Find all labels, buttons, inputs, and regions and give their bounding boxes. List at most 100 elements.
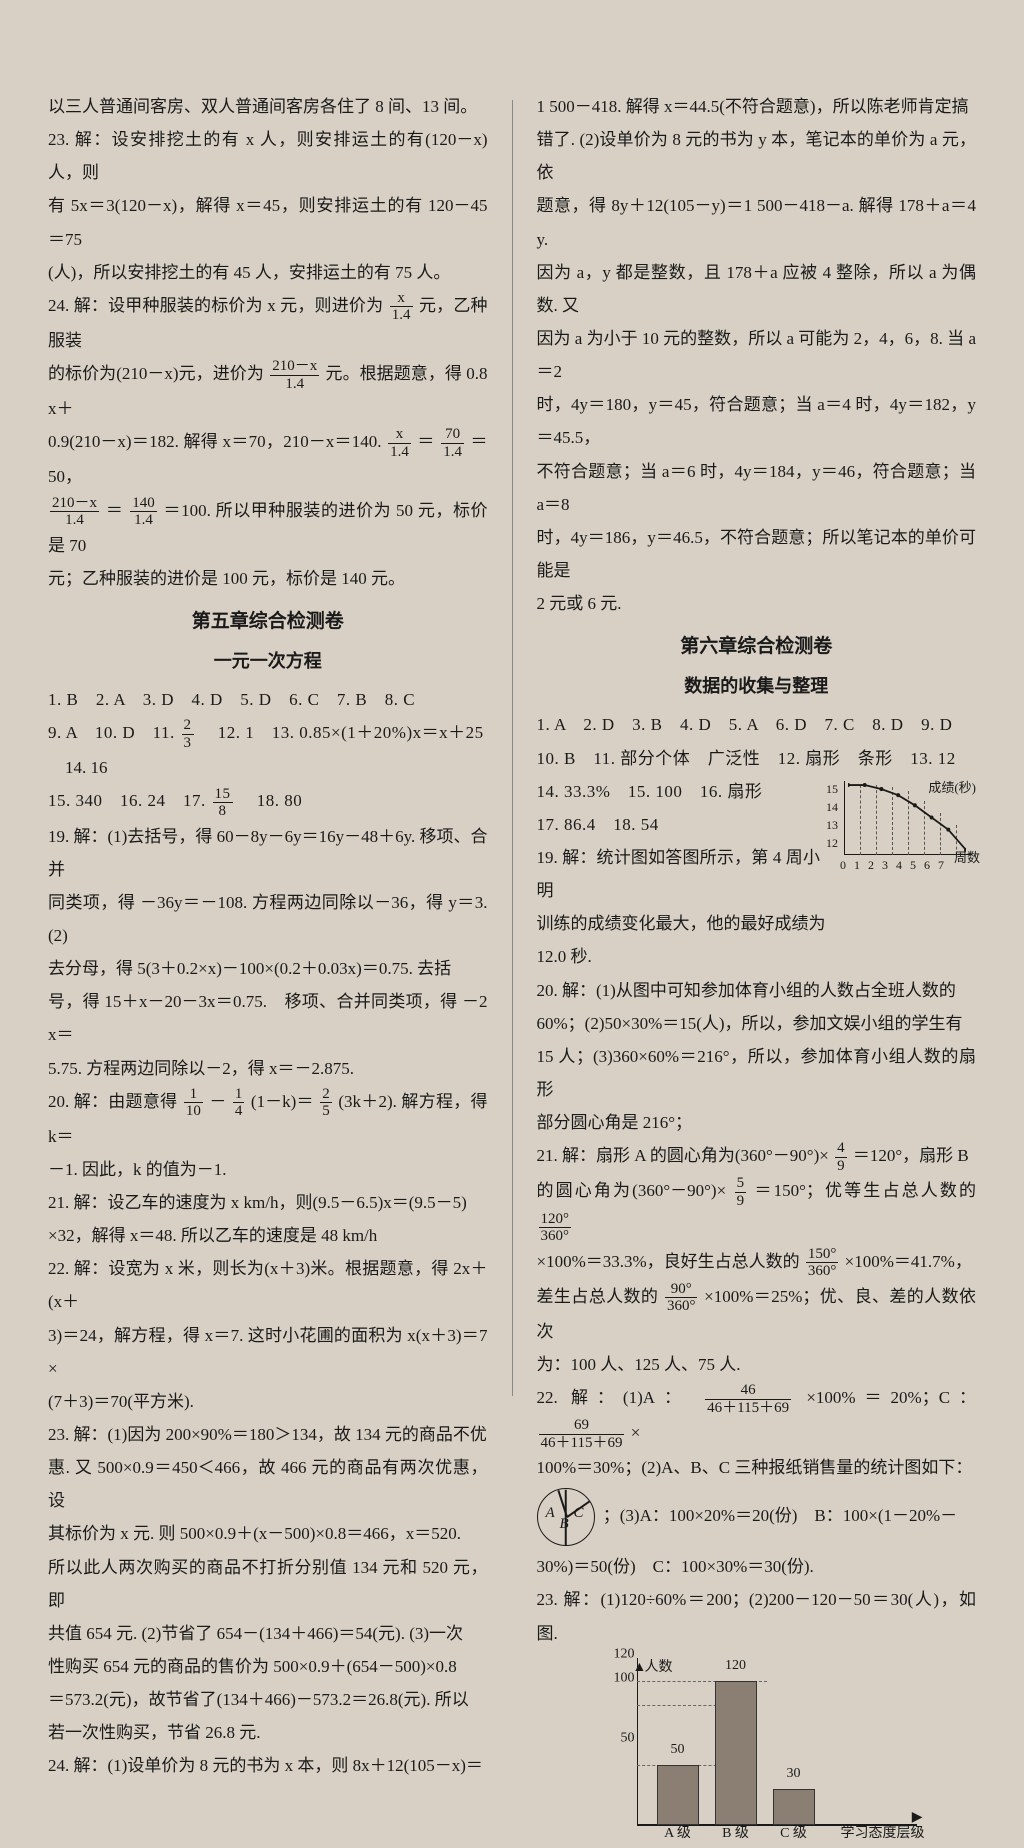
pie-label: A [546, 1499, 555, 1528]
text-line: 12.0 秒. [537, 940, 977, 973]
xtick: 5 [910, 859, 916, 871]
fraction: 59 [735, 1175, 747, 1209]
text: ×100%＝33.3%，良好生占总人数的 [537, 1252, 800, 1271]
left-column: 以三人普通间客房、双人普通间客房各住了 8 间、13 间。 23. 解：设安排挖… [48, 90, 488, 1396]
answer-line: 14. 16 [48, 751, 488, 784]
chapter-title: 第五章综合检测卷 [48, 603, 488, 640]
text-line: 惠. 又 500×0.9＝450＜466，故 466 元的商品有两次优惠，设 [48, 1451, 488, 1517]
text-line: 24. 解：(1)设单价为 8 元的书为 x 本，则 8x＋12(105－x)＝ [48, 1749, 488, 1782]
text-line: 因为 a 为小于 10 元的整数，所以 a 可能为 2，4，6，8. 当 a＝2 [537, 322, 977, 388]
text: 22. 解：(1)A： [537, 1388, 690, 1407]
xtick: 1 [854, 859, 860, 871]
text-line: ×32，解得 x＝48. 所以乙车的速度是 48 km/h [48, 1219, 488, 1252]
text: 9. A 10. D 11. [48, 723, 175, 742]
text: 的圆心角为(360°－90°)× [537, 1181, 727, 1200]
text-line: 同类项，得 －36y＝－108. 方程两边同除以－36，得 y＝3. (2) [48, 886, 488, 952]
line-chart: 成绩(秒) 15 14 13 12 0 1 2 3 4 5 6 7 [826, 777, 976, 869]
fraction: x1.4 [388, 426, 411, 460]
chart-xtitle: 学习态度层级 [841, 1820, 925, 1847]
right-column: 1 500－418. 解得 x＝44.5(不符合题意)，所以陈老师肯定搞 错了.… [537, 90, 977, 1396]
text-line: 以三人普通间客房、双人普通间客房各住了 8 间、13 间。 [48, 90, 488, 123]
xtick: 4 [896, 859, 902, 871]
text: 差生占总人数的 [537, 1287, 659, 1306]
text-line: 30%)＝50(份) C：100×30%＝30(份). [537, 1550, 977, 1583]
text-line: 的圆心角为(360°－90°)× 59 ＝150°；优等生占总人数的 120°3… [537, 1174, 977, 1244]
text: 24. 解：设甲种服装的标价为 x 元，则进价为 [48, 296, 383, 315]
ytick: 15 [826, 783, 838, 795]
answer-line: 15. 340 16. 24 17. 158 18. 80 [48, 784, 488, 819]
fraction: 49 [835, 1140, 847, 1174]
bar-value-label: 30 [773, 1760, 815, 1787]
text-line: 不符合题意；当 a＝6 时，4y＝184，y＝46，符合题意；当 a＝8 [537, 455, 977, 521]
pie-label: B [560, 1510, 569, 1539]
text-line: 22. 解：(1)A： 4646＋115＋69 ×100%＝20%；C： 694… [537, 1381, 977, 1451]
answer-line: 10. B 11. 部分个体 广泛性 12. 扇形 条形 13. 12 [537, 742, 977, 775]
y-axis [844, 781, 845, 855]
text: 15. 340 16. 24 17. [48, 791, 206, 810]
fraction: 4646＋115＋69 [705, 1382, 791, 1416]
fraction: 110 [184, 1086, 203, 1120]
bar [657, 1765, 699, 1825]
text-line: (人)，所以安排挖土的有 45 人，安排运土的有 75 人。 [48, 256, 488, 289]
text-line: 性购买 654 元的商品的售价为 500×0.9＋(654－500)×0.8 [48, 1650, 488, 1683]
text-line: 22. 解：设宽为 x 米，则长为(x＋3)米。根据题意，得 2x＋(x＋ [48, 1252, 488, 1318]
text-line: 23. 解：(1)120÷60%＝200；(2)200－120－50＝30(人)… [537, 1583, 977, 1649]
text-line: 5.75. 方程两边同除以－2，得 x＝－2.875. [48, 1052, 488, 1085]
text: (1－k)＝ [251, 1092, 314, 1111]
text-line: 1 500－418. 解得 x＝44.5(不符合题意)，所以陈老师肯定搞 [537, 90, 977, 123]
xtick: 3 [882, 859, 888, 871]
text: 18. 80 [239, 791, 302, 810]
pie-label: C [573, 1499, 583, 1528]
text-line: －1. 因此，k 的值为－1. [48, 1153, 488, 1186]
text-line: 15 人；(3)360×60%＝216°，所以，参加体育小组人数的扇形 [537, 1040, 977, 1106]
chapter-title: 第六章综合检测卷 [537, 628, 977, 665]
chart-xlabel: 周数 [954, 845, 980, 870]
text-line: 所以此人两次购买的商品不打折分别值 134 元和 520 元，即 [48, 1551, 488, 1617]
text-line: 题意，得 8y＋12(105－y)＝1 500－418－a. 解得 178＋a＝… [537, 189, 977, 255]
fraction: 158 [213, 786, 233, 820]
fraction: 90°360° [665, 1281, 698, 1315]
ytick: 120 [614, 1641, 635, 1668]
xtick: 0 [840, 859, 846, 871]
fraction: 25 [320, 1086, 332, 1120]
bar [715, 1681, 757, 1825]
answer-line: 1. A 2. D 3. B 4. D 5. A 6. D 7. C 8. D … [537, 708, 977, 741]
text: ＝100. 所以甲种服装的进价为 50 元，标价是 70 [48, 501, 488, 555]
text-line: 差生占总人数的 90°360° ×100%＝25%；优、良、差的人数依次 [537, 1280, 977, 1348]
text-line: 0.9(210－x)＝182. 解得 x＝70，210－x＝140. x1.4 … [48, 425, 488, 493]
chapter-subtitle: 一元一次方程 [48, 644, 488, 679]
text: 20. 解：由题意得 [48, 1092, 177, 1111]
text-line: 210－x1.4 ＝ 1401.4 ＝100. 所以甲种服装的进价为 50 元，… [48, 494, 488, 562]
text: ；(3)A：100×20%＝20(份) B：100×(1－20%－ [603, 1506, 957, 1525]
bar-chart: ▲ 人数 ▶ 50100120 50A 级120B 级30C 级 学习态度层级 [597, 1658, 917, 1848]
column-divider [512, 100, 513, 1396]
text-line: 20. 解：由题意得 110 － 14 (1－k)＝ 25 (3k＋2). 解方… [48, 1085, 488, 1153]
bar-value-label: 120 [715, 1652, 757, 1679]
text-line: 3)＝24，解方程，得 x＝7. 这时小花圃的面积为 x(x＋3)＝7× [48, 1319, 488, 1385]
y-axis [637, 1658, 639, 1826]
xtick: 2 [868, 859, 874, 871]
text-line: 时，4y＝186，y＝46.5，不符合题意；所以笔记本的单价可能是 [537, 521, 977, 587]
text-line: 号，得 15＋x－20－3x＝0.75. 移项、合并同类项，得 －2x＝ [48, 985, 488, 1051]
answer-line: 9. A 10. D 11. 23 12. 1 13. 0.85×(1＋20%)… [48, 716, 488, 751]
text: ×100%＝41.7%， [845, 1252, 972, 1271]
text-line: 元；乙种服装的进价是 100 元，标价是 140 元。 [48, 562, 488, 595]
fraction: 150°360° [806, 1246, 839, 1280]
text: × [631, 1423, 641, 1442]
fraction: 210－x1.4 [270, 358, 319, 392]
text: ＝120°，扇形 B [853, 1146, 969, 1165]
text-line: ×100%＝33.3%，良好生占总人数的 150°360° ×100%＝41.7… [537, 1245, 977, 1280]
bar [773, 1789, 815, 1825]
text-line: 若一次性购买，节省 26.8 元. [48, 1716, 488, 1749]
ytick: 100 [614, 1665, 635, 1692]
pie-chart-icon: A C B [537, 1488, 595, 1546]
text-line: 100%＝30%；(2)A、B、C 三种报纸销售量的统计图如下： [537, 1451, 977, 1484]
category-label: C 级 [773, 1820, 815, 1847]
text: 21. 解：扇形 A 的圆心角为(360°－90°)× [537, 1146, 829, 1165]
text-line: 24. 解：设甲种服装的标价为 x 元，则进价为 x1.4 元，乙种服装 [48, 289, 488, 357]
xtick: 6 [924, 859, 930, 871]
chart-ytitle: 人数 [645, 1654, 673, 1681]
text-line: 错了. (2)设单价为 8 元的书为 y 本，笔记本的单价为 a 元，依 [537, 123, 977, 189]
text-line: 20. 解：(1)从图中可知参加体育小组的人数占全班人数的 [537, 974, 977, 1007]
text-line: 训练的成绩变化最大，他的最好成绩为 [537, 907, 977, 940]
